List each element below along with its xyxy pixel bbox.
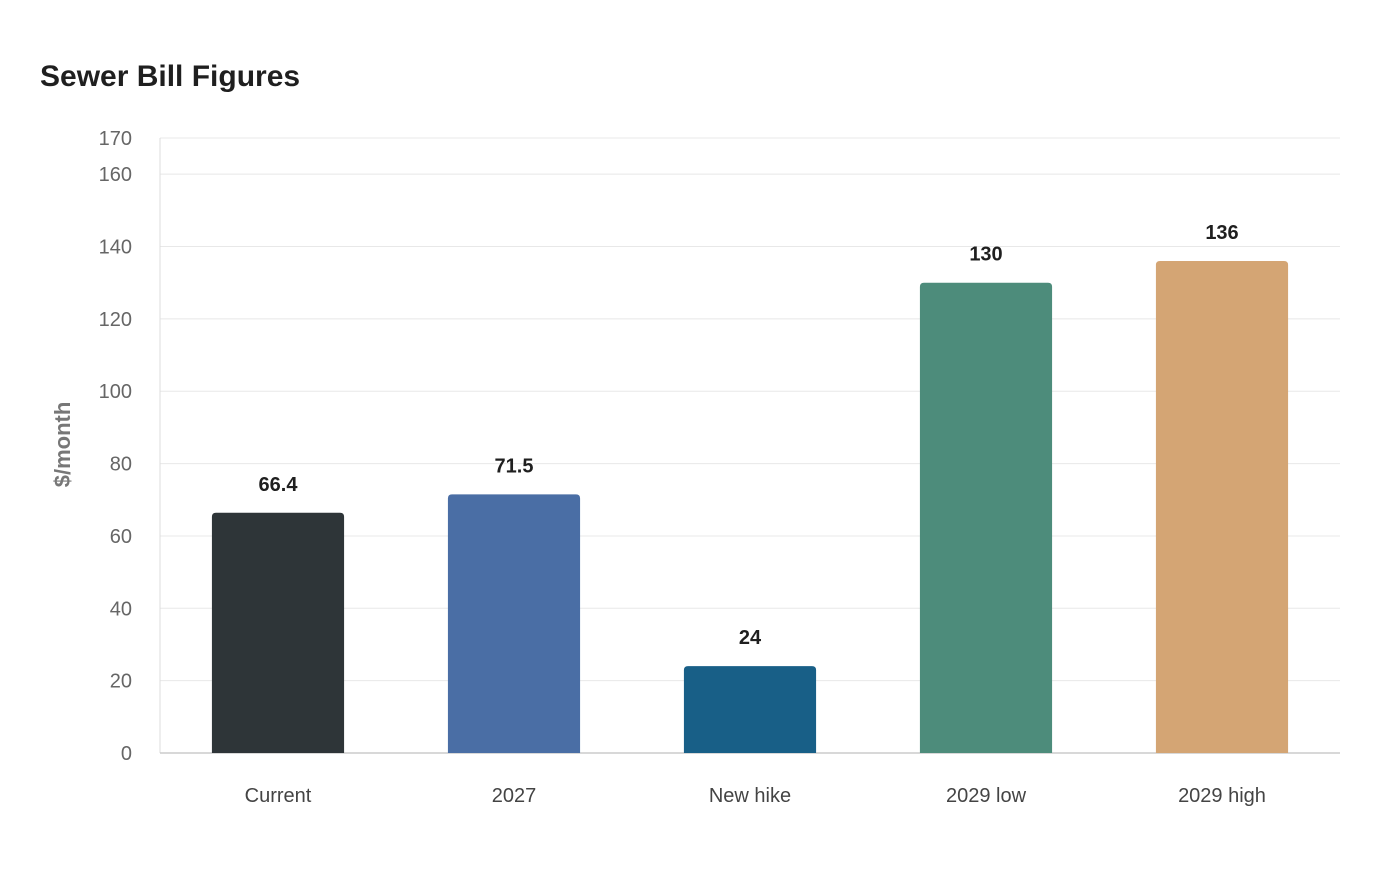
y-tick-label: 100 bbox=[99, 381, 132, 403]
category-label: 2029 high bbox=[1178, 785, 1266, 807]
value-label: 136 bbox=[1205, 222, 1238, 244]
bar-new-hike bbox=[683, 666, 817, 753]
y-axis-title: $/month bbox=[50, 402, 75, 488]
value-labels: 66.4 71.5 24 130 136 bbox=[259, 222, 1239, 649]
category-labels: Current 2027 New hike 2029 low 2029 high bbox=[245, 785, 1266, 807]
bars bbox=[211, 261, 1289, 753]
value-label: 66.4 bbox=[259, 474, 299, 496]
y-tick-label: 120 bbox=[99, 309, 132, 331]
value-label: 71.5 bbox=[495, 455, 534, 477]
bar-current bbox=[211, 512, 345, 753]
y-tick-label: 60 bbox=[110, 526, 132, 548]
category-label: 2029 low bbox=[946, 785, 1027, 807]
category-label: New hike bbox=[709, 785, 791, 807]
y-tick-label: 80 bbox=[110, 454, 132, 476]
value-label: 24 bbox=[739, 627, 762, 649]
bar-2029-low bbox=[919, 282, 1053, 753]
y-tick-label: 0 bbox=[121, 743, 132, 765]
y-tick-label: 20 bbox=[110, 671, 132, 693]
category-label: Current bbox=[245, 785, 312, 807]
y-tick-labels: 0 20 40 60 80 100 120 140 160 170 bbox=[99, 128, 132, 765]
category-label: 2027 bbox=[492, 785, 537, 807]
bar-2029-high bbox=[1155, 261, 1289, 753]
gridlines bbox=[160, 137, 1340, 682]
y-tick-label: 160 bbox=[99, 164, 132, 186]
y-tick-label: 40 bbox=[110, 598, 132, 620]
y-tick-label: 140 bbox=[99, 237, 132, 259]
chart-title: Sewer Bill Figures bbox=[40, 60, 301, 93]
bar-2027 bbox=[447, 494, 581, 753]
value-label: 130 bbox=[969, 244, 1002, 266]
y-tick-label: 170 bbox=[99, 128, 132, 150]
